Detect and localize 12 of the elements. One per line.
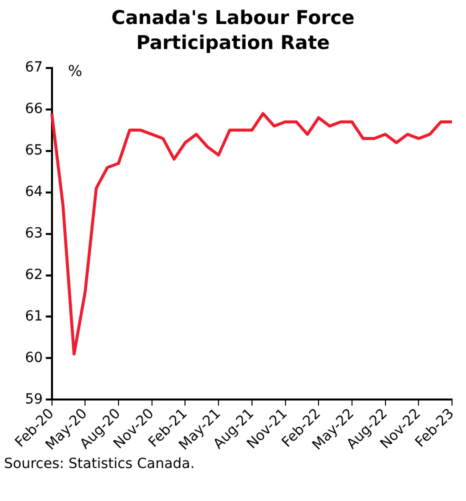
y-tick-label: 61 <box>24 308 43 324</box>
y-axis-title: % <box>68 62 82 80</box>
y-tick-label: 62 <box>24 266 43 283</box>
chart-title: Canada's Labour Force Participation Rate <box>110 6 356 56</box>
y-tick-label: 63 <box>24 225 43 242</box>
source-note: Sources: Statistics Canada. <box>3 456 196 472</box>
y-tick-label: 64 <box>24 184 43 200</box>
y-tick-label: 67 <box>24 60 43 76</box>
y-tick-label: 66 <box>24 101 43 118</box>
y-tick-label: 59 <box>24 391 43 408</box>
y-tick-label: 65 <box>24 142 43 159</box>
y-tick-label: 60 <box>24 350 43 366</box>
